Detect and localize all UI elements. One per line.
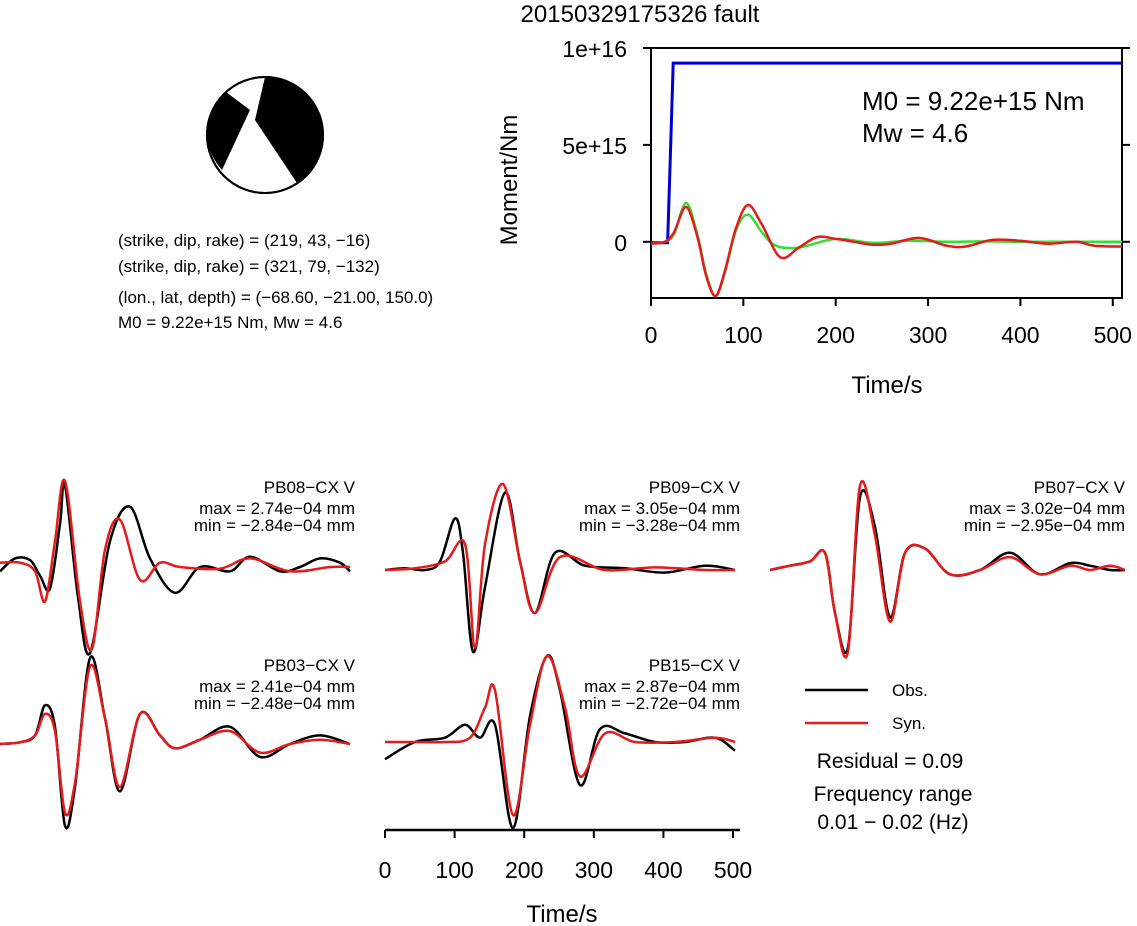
moment-xtick-label: 0 [645,322,658,348]
station-name: PB08−CX V [264,478,356,497]
frequency-range-value: 0.01 − 0.02 (Hz) [817,811,968,834]
station-min: min = −2.84e−04 mm [194,516,355,535]
waveform-syn [769,480,1126,659]
moment-xlabel: Time/s [851,372,922,399]
station-max: max = 2.41e−04 mm [199,677,355,696]
waveform-syn [0,478,351,652]
figure-title: 20150329175326 fault [521,1,760,28]
legend-syn-label: Syn. [892,714,926,733]
station-name: PB09−CX V [649,478,741,497]
moment-xtick-label: 100 [724,322,762,348]
station-min: min = −2.48e−04 mm [194,694,355,713]
station-name: PB07−CX V [1034,478,1126,497]
waveform-syn [384,482,736,649]
waveform-xtick-label: 500 [714,857,752,883]
waveform-xlabel: Time/s [526,901,597,926]
waveform-xtick-label: 400 [644,857,682,883]
waveform-syn [384,654,736,817]
moment-plot: 0 100 200 300 400 500 0 5e+15 1e+16 M0 = 9.22e+1… [496,36,1132,399]
beachball-icon [206,76,324,194]
station-min: min = −2.72e−04 mm [579,694,740,713]
waveform-xtick-label: 300 [575,857,613,883]
nodal-plane-1: (strike, dip, rake) = (219, 43, −16) [118,231,370,250]
moment-ylabel: Moment/Nm [496,115,523,246]
moment-xtick-label: 500 [1094,322,1132,348]
moment-xtick-label: 300 [909,322,947,348]
moment-ytick-label: 1e+16 [562,36,627,62]
moment-series-2 [650,203,1123,298]
frequency-range-label: Frequency range [814,783,973,806]
station-min: min = −3.28e−04 mm [579,516,740,535]
station-max: max = 3.02e−04 mm [969,499,1125,518]
legend-obs-label: Obs. [892,681,928,700]
waveform-xtick-label: 200 [505,857,543,883]
waveform-time-axis: 0 100 200 300 400 500 [379,828,752,883]
legend: Obs. Syn. [805,681,928,733]
station-max: max = 2.87e−04 mm [584,677,740,696]
station-name: PB15−CX V [649,656,741,675]
moment-annotation-m0: M0 = 9.22e+15 Nm [862,86,1085,116]
moment-xtick-label: 200 [817,322,855,348]
nodal-plane-2: (strike, dip, rake) = (321, 79, −132) [118,257,380,276]
moment-summary: M0 = 9.22e+15 Nm, Mw = 4.6 [118,313,342,332]
moment-ytick-label: 0 [614,230,627,256]
moment-xtick-label: 400 [1001,322,1039,348]
waveform-xtick-label: 100 [435,857,473,883]
station-max: max = 3.05e−04 mm [584,499,740,518]
moment-plot-frame [650,47,1123,299]
residual-text: Residual = 0.09 [817,750,964,773]
station-min: min = −2.95e−04 mm [964,516,1125,535]
waveform-xtick-label: 0 [379,857,392,883]
waveform-syn [0,663,351,817]
location-text: (lon., lat, depth) = (−68.60, −21.00, 15… [118,288,433,307]
moment-ytick-label: 5e+15 [562,133,627,159]
station-name: PB03−CX V [264,656,356,675]
moment-annotation-mw: Mw = 4.6 [862,118,968,148]
station-max: max = 2.74e−04 mm [199,499,355,518]
